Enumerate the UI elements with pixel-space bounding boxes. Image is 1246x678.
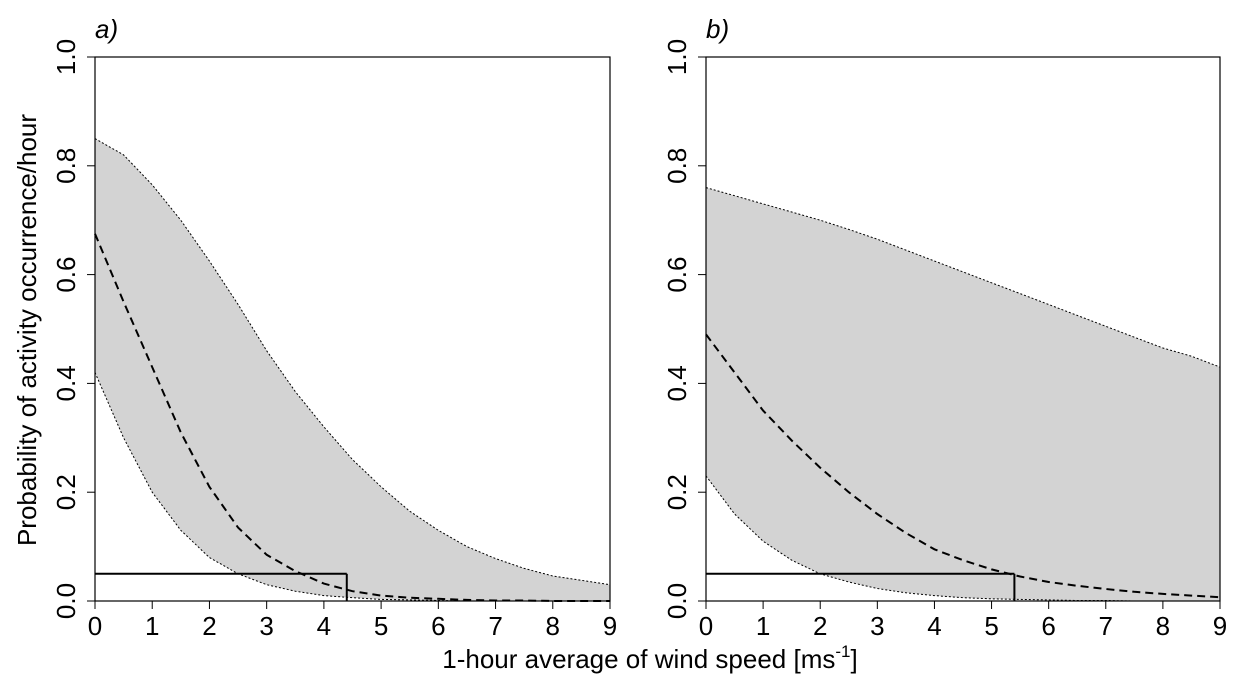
panel-b: 0 1 2 3 4 5 6 7 8 9 0.0 0.2 0.4 0.6 0.8 1.0 b) (662, 14, 1227, 641)
x-axis-label-superscript: -1 (835, 642, 850, 661)
panel-label: b) (706, 14, 729, 44)
x-tick-label: 4 (317, 611, 331, 641)
x-axis-label-main: 1-hour average of wind speed [ms (442, 644, 835, 674)
x-tick-label: 0 (88, 611, 102, 641)
y-tick-label: 0.4 (51, 365, 81, 401)
x-tick-label: 8 (546, 611, 560, 641)
y-tick-label: 1.0 (662, 39, 692, 75)
y-tick-label: 0.4 (662, 365, 692, 401)
ci-upper-line (94, 138, 611, 586)
x-tick-label: 7 (1099, 611, 1113, 641)
y-tick-label: 0.2 (51, 474, 81, 510)
x-tick-label: 3 (870, 611, 884, 641)
x-tick-label: 9 (1213, 611, 1227, 641)
x-tick-label: 9 (603, 611, 617, 641)
ci-upper-line (705, 187, 1221, 368)
x-axis-label-end: ] (851, 644, 858, 674)
x-axis-label: 1-hour average of wind speed [ms-1] (442, 642, 857, 674)
y-tick-label: 1.0 (51, 39, 81, 75)
x-tick-label: 6 (1041, 611, 1055, 641)
y-tick-label: 0.8 (662, 148, 692, 184)
x-tick-label: 1 (145, 611, 159, 641)
x-tick-label: 2 (813, 611, 827, 641)
x-tick-label: 1 (756, 611, 770, 641)
panel-label: a) (95, 14, 118, 44)
x-tick-label: 6 (431, 611, 445, 641)
y-tick-label: 0.6 (51, 257, 81, 293)
x-tick-label: 8 (1156, 611, 1170, 641)
confidence-band (706, 187, 1220, 601)
y-tick-label: 0.2 (662, 474, 692, 510)
x-tick-label: 5 (984, 611, 998, 641)
x-tick-label: 5 (374, 611, 388, 641)
panel-a: 0 1 2 3 4 5 6 7 8 9 0.0 0.2 0.4 0.6 0.8 1.0 a) (51, 14, 617, 641)
confidence-band (95, 138, 610, 601)
x-tick-label: 4 (927, 611, 941, 641)
y-axis-label: Probability of activity occurrence/hour (12, 114, 42, 546)
y-tick-label: 0.0 (662, 583, 692, 619)
plot-frame (705, 56, 1221, 602)
x-tick-label: 0 (699, 611, 713, 641)
y-tick-label: 0.8 (51, 148, 81, 184)
x-tick-label: 3 (259, 611, 273, 641)
fitted-probability-line (94, 233, 610, 602)
ci-lower-line (94, 372, 610, 602)
y-tick-label: 0.0 (51, 583, 81, 619)
x-tick-label: 2 (202, 611, 216, 641)
y-tick-label: 0.6 (662, 257, 692, 293)
x-tick-label: 7 (488, 611, 502, 641)
fitted-probability-line (705, 333, 1221, 599)
plot-frame (94, 56, 611, 602)
